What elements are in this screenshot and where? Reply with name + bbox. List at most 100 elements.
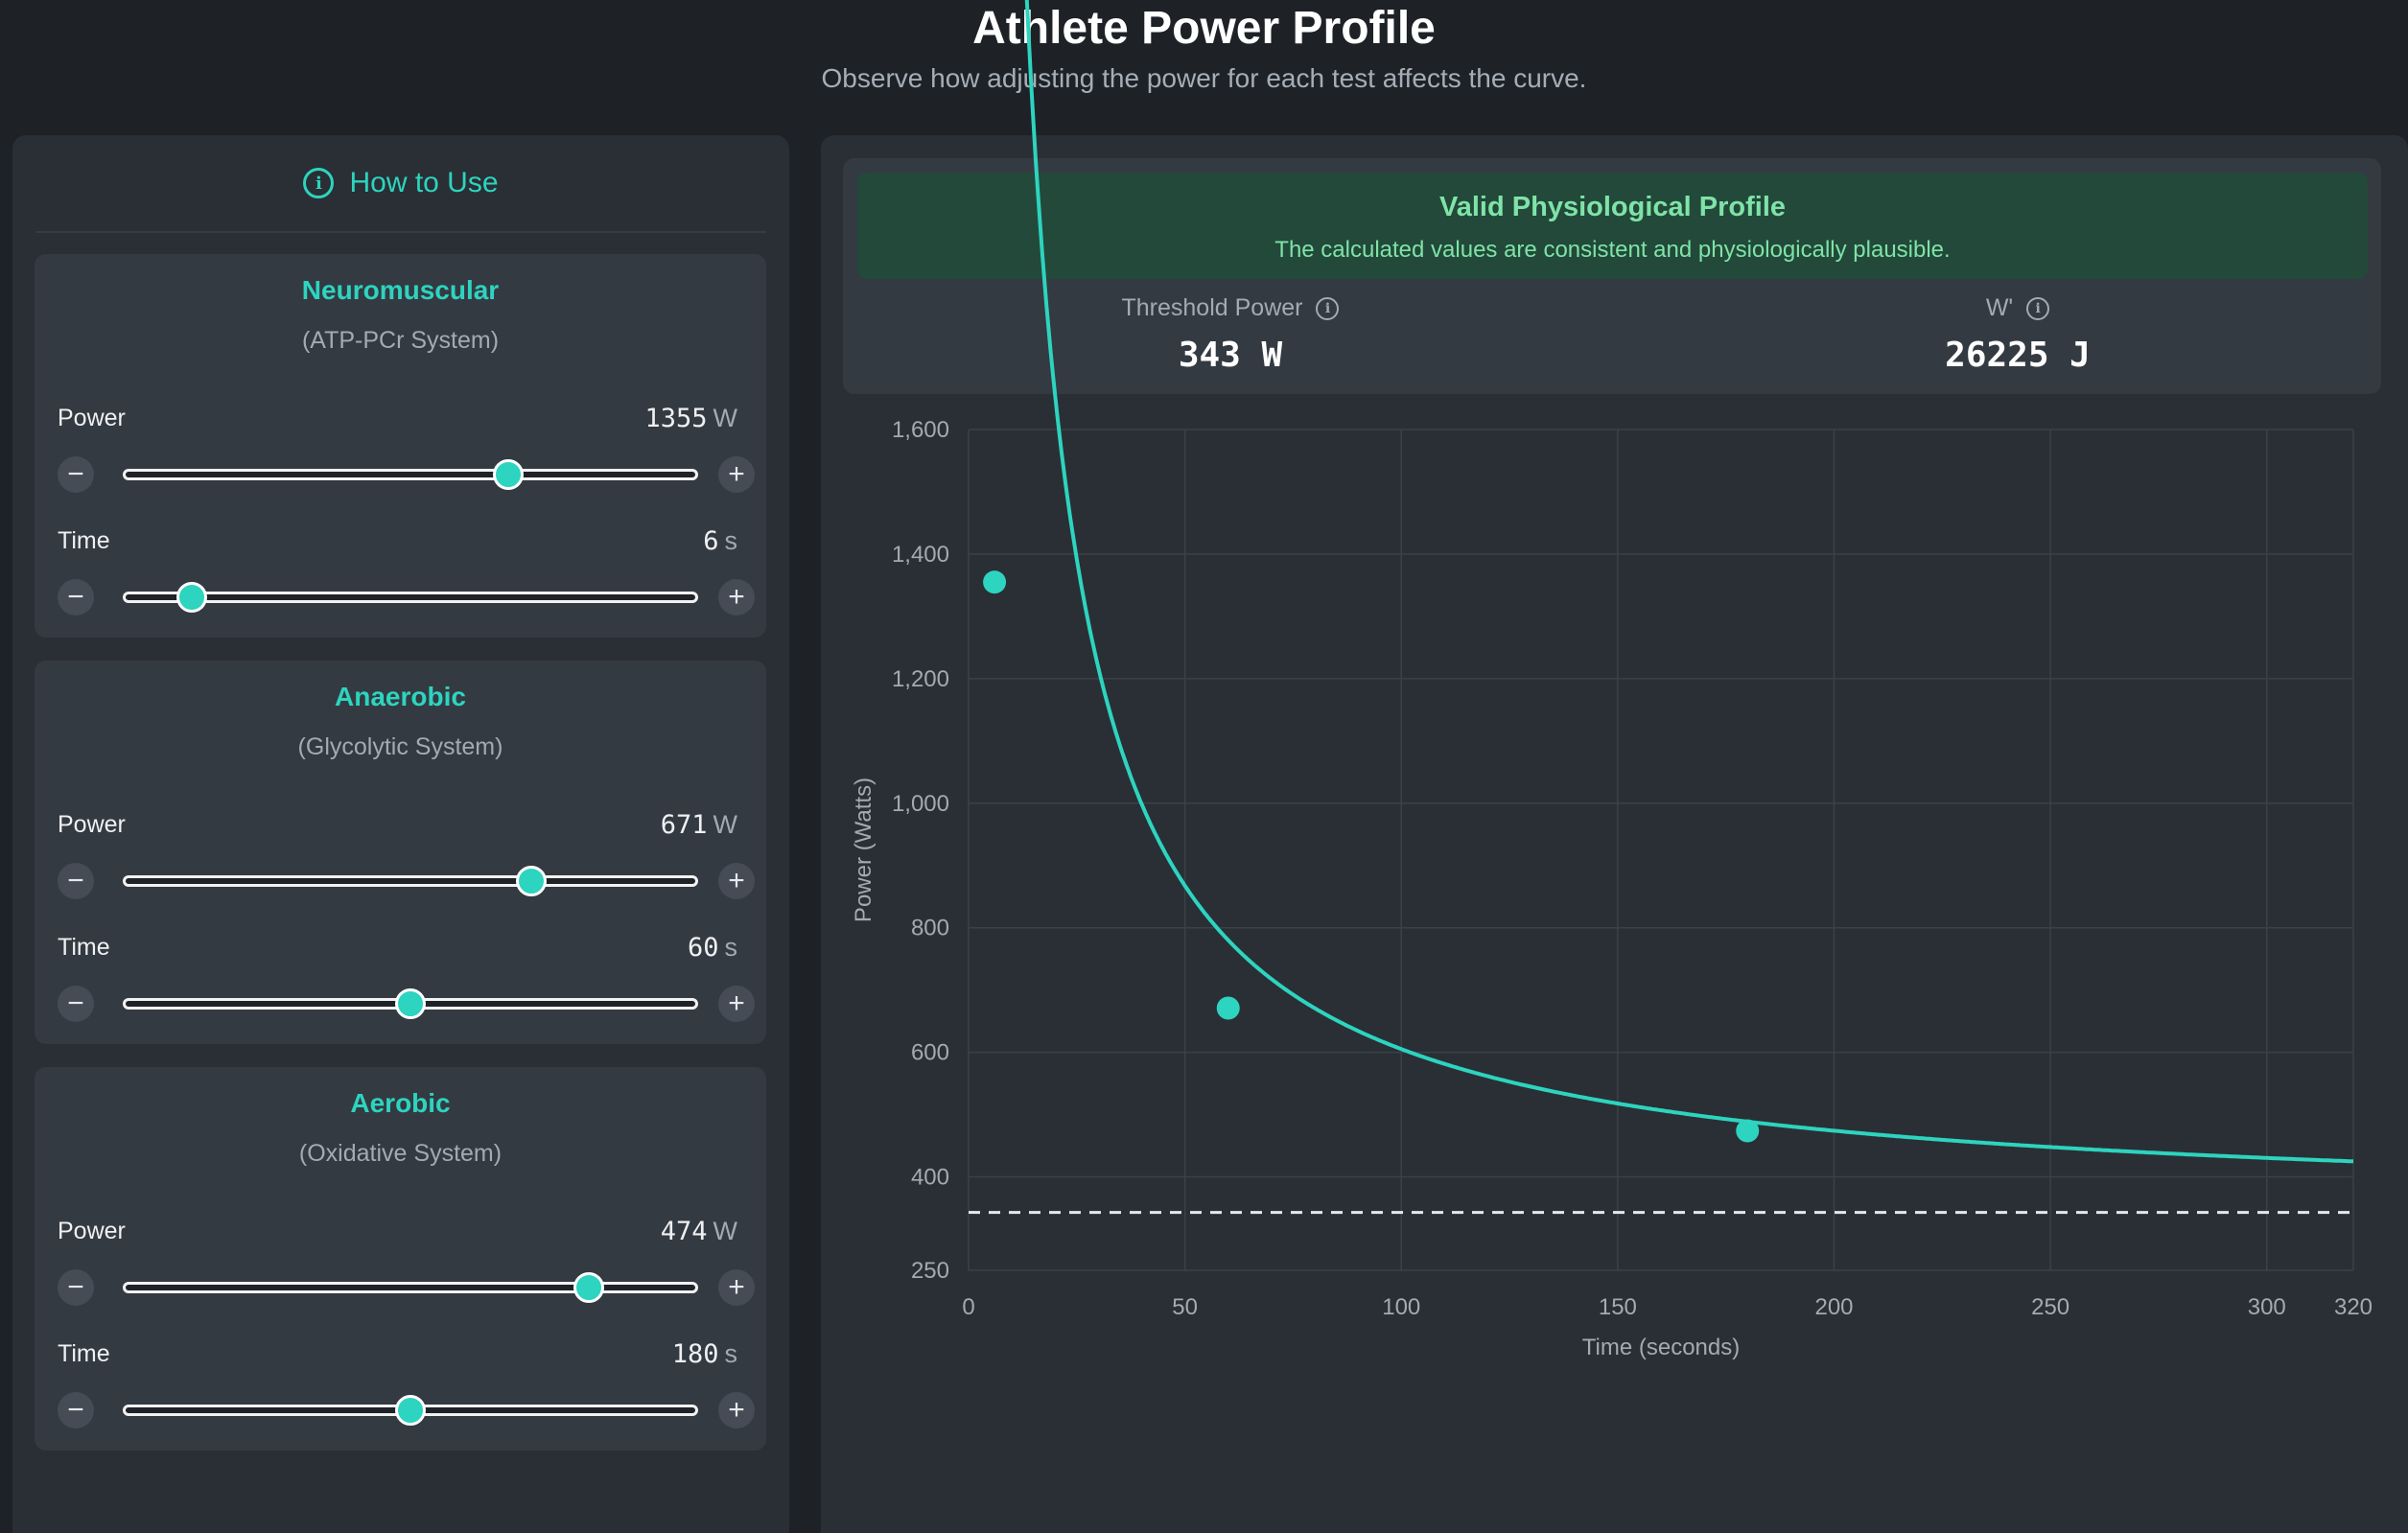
- slider-thumb[interactable]: [493, 459, 524, 490]
- header: Athlete Power Profile Observe how adjust…: [0, 0, 2408, 94]
- time-unit: s: [724, 1339, 738, 1368]
- system-card-neuromuscular: Neuromuscular (ATP-PCr System) Power 135…: [35, 254, 766, 638]
- x-tick-label: 250: [2031, 1294, 2069, 1320]
- system-name: Anaerobic: [335, 682, 466, 711]
- results-card: Valid Physiological Profile The calculat…: [843, 158, 2381, 394]
- power-label: Power: [58, 1218, 126, 1244]
- power-value: 671 W: [661, 810, 737, 840]
- time-decrease-button[interactable]: −: [58, 986, 94, 1022]
- threshold-power-label: Threshold Power: [1121, 294, 1303, 321]
- system-subtitle: (ATP-PCr System): [301, 327, 500, 354]
- power-decrease-button[interactable]: −: [58, 456, 94, 493]
- time-slider[interactable]: [123, 1392, 698, 1428]
- info-icon[interactable]: i: [1316, 296, 1340, 320]
- y-tick-label: 250: [911, 1258, 949, 1284]
- y-tick-label: 1,200: [892, 666, 949, 692]
- status-text: The calculated values are consistent and…: [1274, 237, 1951, 263]
- system-card-aerobic: Aerobic (Oxidative System) Power 474 W − …: [35, 1067, 766, 1451]
- power-label: Power: [58, 405, 126, 431]
- power-label: Power: [58, 811, 126, 838]
- page-title: Athlete Power Profile: [972, 3, 1436, 54]
- power-number: 1355: [644, 404, 708, 433]
- y-tick-label: 800: [911, 916, 949, 941]
- slider-thumb[interactable]: [395, 1395, 426, 1426]
- y-tick-label: 600: [911, 1040, 949, 1066]
- slider-thumb[interactable]: [395, 988, 426, 1019]
- power-duration-curve: [1024, 0, 2353, 1164]
- time-increase-button[interactable]: +: [718, 986, 755, 1022]
- x-tick-label: 0: [962, 1294, 974, 1320]
- results-panel: Valid Physiological Profile The calculat…: [821, 135, 2408, 1533]
- x-tick-label: 100: [1382, 1294, 1420, 1320]
- system-card-anaerobic: Anaerobic (Glycolytic System) Power 671 W…: [35, 661, 766, 1044]
- power-increase-button[interactable]: +: [718, 1269, 755, 1306]
- time-decrease-button[interactable]: −: [58, 1392, 94, 1428]
- power-decrease-button[interactable]: −: [58, 863, 94, 899]
- test-point: [983, 570, 1007, 594]
- slider-thumb[interactable]: [516, 866, 547, 896]
- x-tick-label: 320: [2334, 1294, 2373, 1320]
- test-point: [1736, 1119, 1760, 1143]
- status-title: Valid Physiological Profile: [1439, 192, 1786, 222]
- power-increase-button[interactable]: +: [718, 456, 755, 493]
- x-axis-label: Time (seconds): [1582, 1335, 1740, 1360]
- slider-track: [123, 592, 698, 603]
- time-value: 60 s: [688, 933, 737, 963]
- info-icon: i: [303, 168, 335, 198]
- controls-panel: i How to Use Neuromuscular (ATP-PCr Syst…: [12, 135, 789, 1533]
- power-slider[interactable]: [123, 1269, 698, 1306]
- system-subtitle: (Glycolytic System): [297, 733, 503, 760]
- time-increase-button[interactable]: +: [718, 1392, 755, 1428]
- slider-track: [123, 875, 698, 887]
- power-number: 671: [660, 810, 708, 840]
- page-subtitle: Observe how adjusting the power for each…: [821, 63, 1587, 93]
- power-value: 474 W: [661, 1217, 737, 1246]
- x-tick-label: 200: [1814, 1294, 1853, 1320]
- power-decrease-button[interactable]: −: [58, 1269, 94, 1306]
- threshold-power-metric: Threshold Power i 343 W: [991, 294, 1470, 375]
- system-name: Aerobic: [350, 1088, 451, 1118]
- time-slider[interactable]: [123, 986, 698, 1022]
- time-slider[interactable]: [123, 579, 698, 616]
- power-unit: W: [713, 810, 737, 839]
- x-tick-label: 50: [1172, 1294, 1198, 1320]
- slider-track: [123, 469, 698, 480]
- x-tick-label: 150: [1599, 1294, 1637, 1320]
- time-number: 60: [687, 933, 719, 963]
- time-unit: s: [724, 933, 738, 962]
- power-increase-button[interactable]: +: [718, 863, 755, 899]
- time-label: Time: [58, 527, 110, 554]
- time-unit: s: [724, 526, 738, 555]
- power-slider[interactable]: [123, 456, 698, 493]
- time-number: 180: [671, 1339, 719, 1369]
- time-label: Time: [58, 934, 110, 961]
- w-prime-label: W': [1985, 294, 2014, 321]
- time-increase-button[interactable]: +: [718, 579, 755, 616]
- time-value: 180 s: [672, 1339, 737, 1369]
- how-to-use-label: How to Use: [349, 167, 499, 198]
- status-banner: Valid Physiological Profile The calculat…: [857, 173, 2368, 279]
- test-point: [1216, 996, 1240, 1020]
- system-subtitle: (Oxidative System): [298, 1140, 503, 1167]
- time-decrease-button[interactable]: −: [58, 579, 94, 616]
- slider-thumb[interactable]: [176, 582, 207, 613]
- divider: [35, 231, 766, 233]
- time-label: Time: [58, 1340, 110, 1367]
- power-number: 474: [660, 1217, 708, 1246]
- y-tick-label: 1,600: [892, 417, 949, 443]
- time-number: 6: [703, 526, 719, 556]
- w-prime-metric: W' i 26225 J: [1778, 294, 2257, 375]
- y-axis-label: Power (Watts): [851, 778, 877, 922]
- y-tick-label: 1,000: [892, 791, 949, 817]
- power-unit: W: [713, 1217, 737, 1245]
- power-slider[interactable]: [123, 863, 698, 899]
- x-tick-label: 300: [2248, 1294, 2286, 1320]
- info-icon[interactable]: i: [2026, 296, 2050, 320]
- slider-thumb[interactable]: [573, 1272, 604, 1303]
- w-prime-value: 26225 J: [1945, 336, 2091, 375]
- threshold-power-value: 343 W: [1178, 336, 1283, 375]
- how-to-use-button[interactable]: i How to Use: [12, 135, 789, 231]
- power-value: 1355 W: [644, 404, 737, 433]
